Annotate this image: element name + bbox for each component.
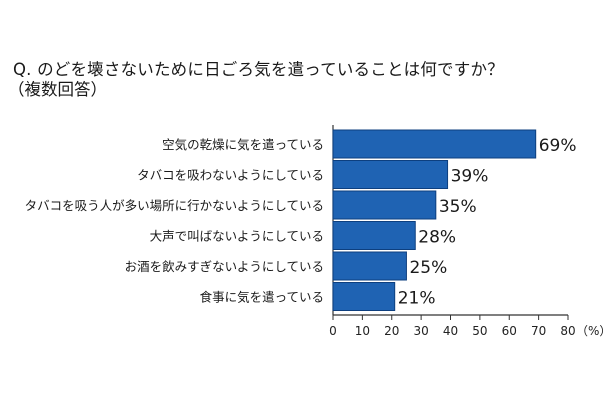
- x-tick-label: 40: [443, 324, 458, 338]
- x-tick-label: 0: [329, 324, 337, 338]
- x-tick-label: 70: [531, 324, 546, 338]
- x-tick-label: 30: [413, 324, 428, 338]
- data-label: 39%: [451, 167, 489, 187]
- data-label: 69%: [539, 136, 577, 156]
- chart-title: Q. のどを壊さないために日ごろ気を遣っていることは何ですか？: [13, 60, 504, 79]
- category-label: タバコを吸わないようにしている: [137, 168, 324, 183]
- category-label: 食事に気を遣っている: [200, 290, 324, 305]
- chart-subtitle: （複数回答）: [8, 80, 107, 99]
- bar: [332, 221, 416, 250]
- category-label: お酒を飲みすぎないようにしている: [125, 259, 324, 274]
- category-label: 大声で叫ばないようにしている: [150, 229, 324, 244]
- data-label: 25%: [409, 258, 447, 278]
- bar: [332, 129, 537, 159]
- x-tick-label: 20: [384, 324, 399, 338]
- data-label: 28%: [418, 228, 456, 248]
- bar: [332, 190, 437, 220]
- data-label: 21%: [398, 289, 436, 309]
- x-tick-label: 60: [502, 324, 517, 338]
- data-label: 35%: [439, 197, 477, 217]
- category-label: タバコを吸う人が多い場所に行かないようにしている: [25, 198, 324, 213]
- bar: [332, 160, 449, 189]
- x-tick-label: 80: [560, 324, 575, 338]
- bar: [332, 251, 407, 281]
- bar: [332, 282, 396, 311]
- x-axis-unit: （%）: [576, 324, 610, 338]
- x-tick-label: 10: [355, 324, 370, 338]
- x-tick-label: 50: [472, 324, 487, 338]
- category-label: 空気の乾燥に気を遣っている: [162, 137, 324, 152]
